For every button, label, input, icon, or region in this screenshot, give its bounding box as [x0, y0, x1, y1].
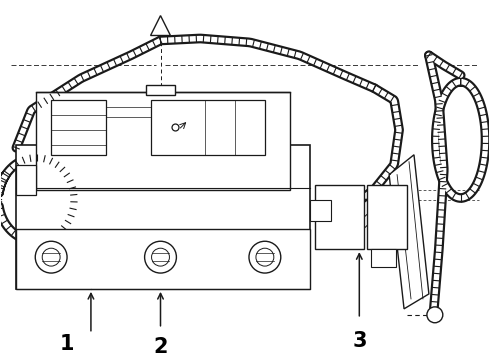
Bar: [371, 249, 396, 267]
Bar: [16, 229, 310, 289]
Bar: [16, 145, 310, 289]
Circle shape: [427, 307, 443, 323]
Circle shape: [145, 241, 176, 273]
Bar: [315, 185, 364, 249]
Text: 1: 1: [60, 334, 74, 354]
Circle shape: [249, 241, 281, 273]
Polygon shape: [389, 155, 429, 309]
Bar: [51, 100, 106, 155]
Polygon shape: [150, 15, 171, 36]
Bar: [146, 85, 175, 95]
Bar: [36, 92, 290, 190]
Text: 3: 3: [352, 330, 367, 351]
Bar: [310, 199, 331, 221]
Circle shape: [35, 241, 67, 273]
Text: 2: 2: [153, 337, 168, 357]
Bar: [16, 165, 36, 194]
Bar: [368, 185, 407, 249]
Bar: [150, 100, 265, 155]
